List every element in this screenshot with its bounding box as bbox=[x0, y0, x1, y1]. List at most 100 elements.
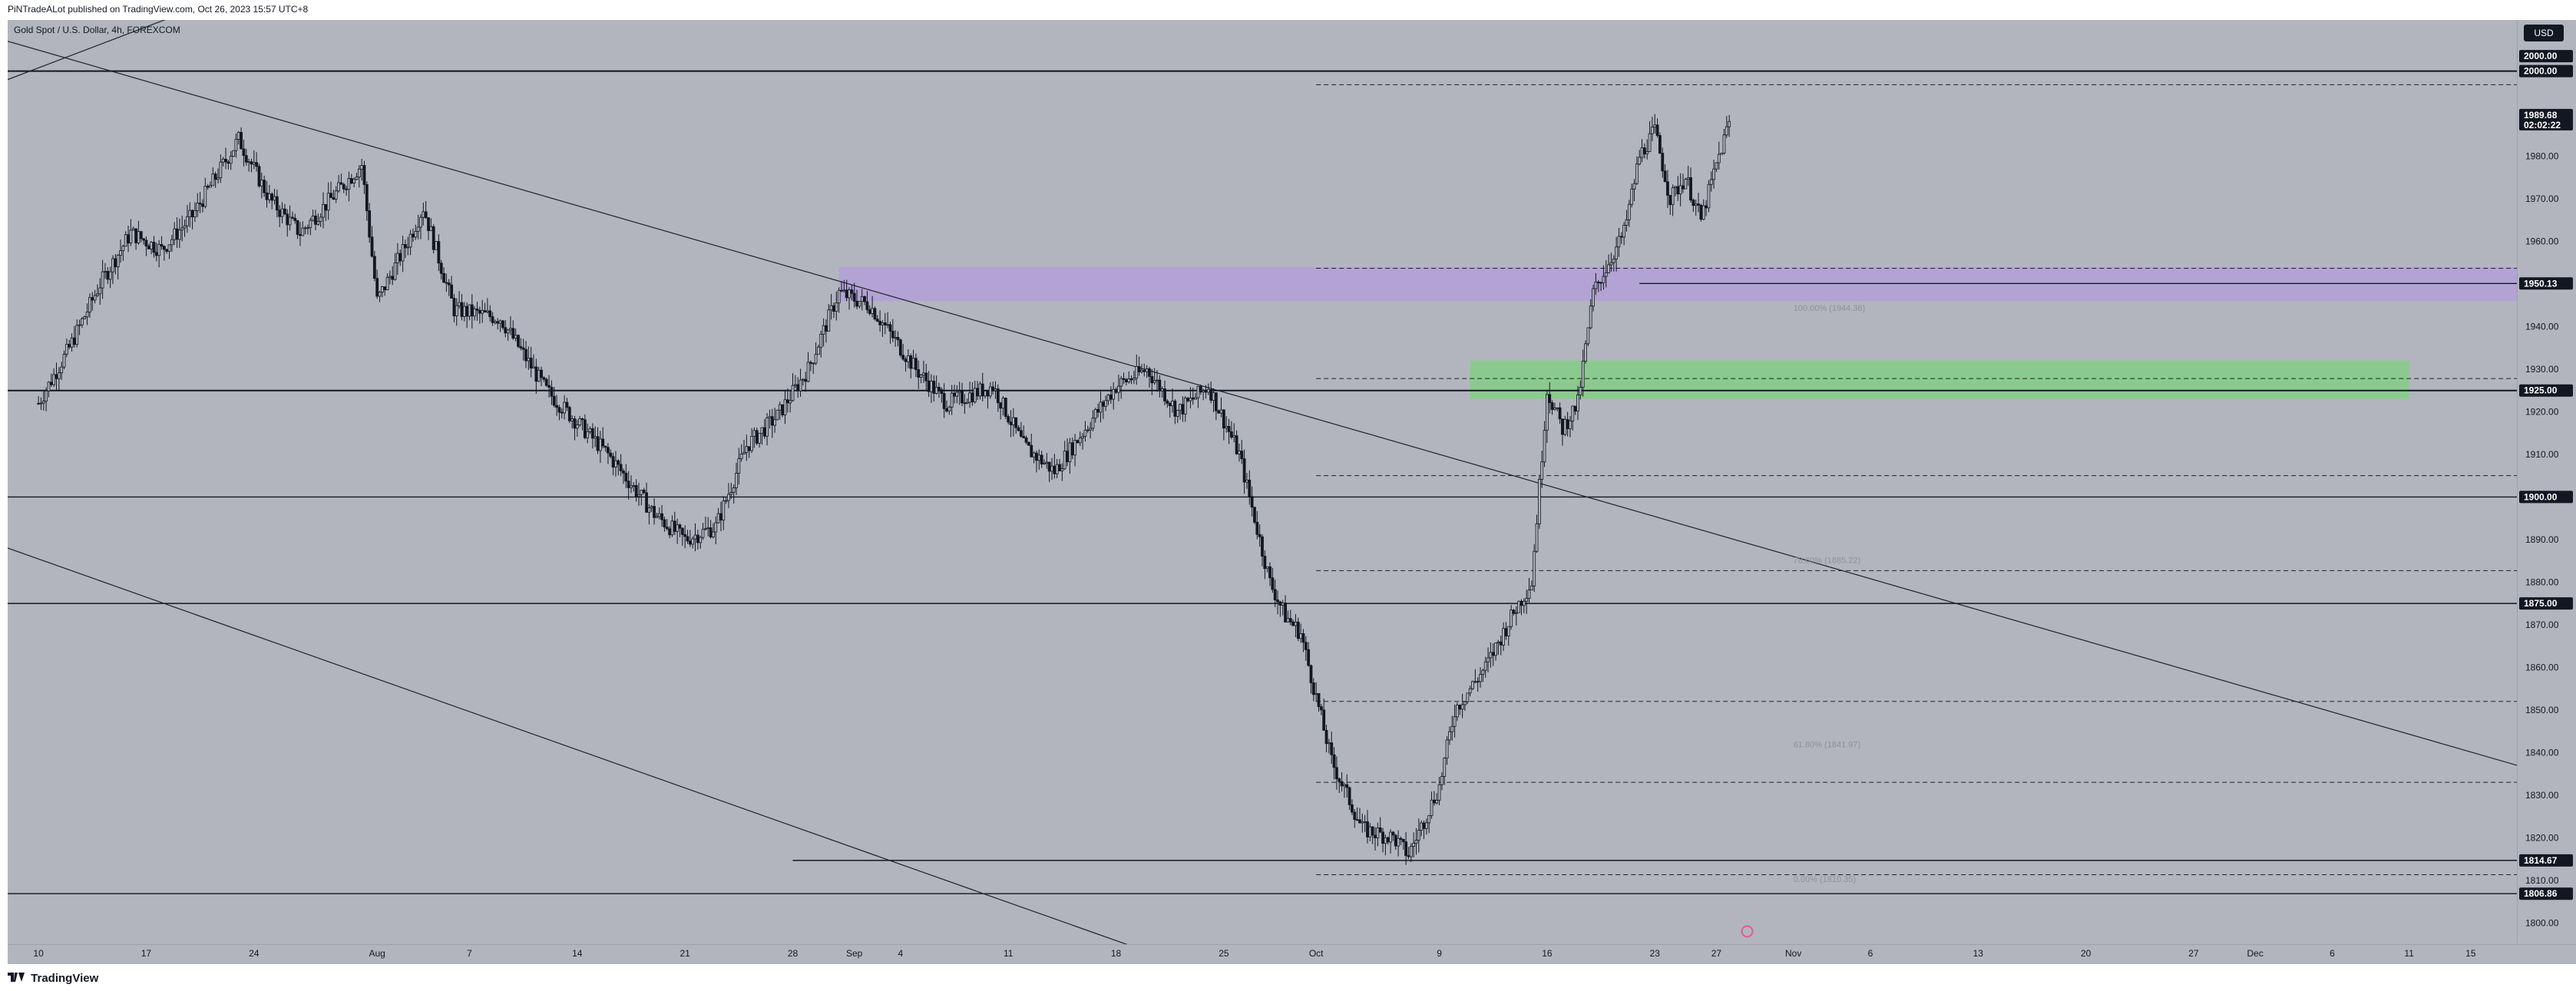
candlestick-chart[interactable]: 100.00% (1944.36) 78.60% (1885.22) 61.80% … bbox=[8, 20, 2517, 958]
candle-body bbox=[552, 395, 556, 406]
trend-line bbox=[8, 20, 166, 81]
candle-body bbox=[39, 402, 43, 405]
candle-body bbox=[104, 271, 107, 273]
price-tick-label: 1930.00 bbox=[2525, 364, 2559, 375]
candle-body bbox=[498, 320, 502, 324]
candle-body bbox=[655, 516, 659, 518]
candle-body bbox=[1024, 438, 1028, 443]
candle-body bbox=[301, 227, 305, 236]
candle-body bbox=[83, 316, 87, 319]
candle-body bbox=[219, 161, 223, 179]
candle-body bbox=[1709, 179, 1713, 185]
candle-body bbox=[1011, 417, 1015, 425]
candle-body bbox=[1604, 272, 1608, 277]
footer: TradingView bbox=[0, 964, 2576, 991]
candle-body bbox=[719, 513, 723, 520]
candle-body bbox=[809, 362, 812, 364]
candle-body bbox=[496, 321, 500, 324]
candle-body bbox=[1278, 601, 1282, 606]
candle-body bbox=[1083, 430, 1087, 437]
candle-body bbox=[1458, 705, 1462, 710]
candle-body bbox=[781, 404, 785, 416]
candle-body bbox=[894, 337, 898, 339]
candle-body bbox=[596, 436, 600, 451]
candle-body bbox=[1422, 822, 1426, 829]
price-axis[interactable]: 1800.00 1810.00 1820.00 1830.00 1840.00 1850.… bbox=[2517, 20, 2576, 964]
candle-body bbox=[224, 158, 227, 163]
candle-body bbox=[1412, 843, 1416, 847]
candle-body bbox=[601, 438, 605, 447]
candle-body bbox=[968, 392, 971, 403]
candle-body bbox=[1317, 693, 1321, 707]
candle-body bbox=[365, 184, 369, 212]
candle-body bbox=[550, 387, 554, 397]
candle-body bbox=[213, 173, 217, 180]
time-tick-label: 20 bbox=[2080, 948, 2092, 959]
candle-body bbox=[175, 228, 179, 240]
candle-body bbox=[1450, 725, 1454, 732]
candle-body bbox=[1701, 205, 1705, 220]
candle-body bbox=[819, 333, 823, 348]
time-axis[interactable]: 10 17 24 Aug 7 14 21 28 Sep 4 11 18 25 Oct 9 16 23 27 Nov 6… bbox=[8, 944, 2576, 964]
candle-body bbox=[1558, 407, 1562, 420]
candle-body bbox=[783, 399, 787, 416]
candle-body bbox=[190, 210, 194, 217]
candle-body bbox=[1263, 556, 1267, 570]
candle-body bbox=[1345, 784, 1349, 788]
candle-body bbox=[1443, 758, 1447, 777]
candle-body bbox=[150, 242, 154, 249]
candle-body bbox=[385, 276, 389, 290]
candle-body bbox=[1573, 405, 1577, 411]
candle-body bbox=[1691, 200, 1695, 206]
candle-body bbox=[1001, 398, 1005, 409]
candle-body bbox=[994, 388, 997, 391]
candle-body bbox=[291, 216, 294, 219]
candle-body bbox=[963, 402, 967, 405]
candle-body bbox=[232, 150, 235, 157]
candle-body bbox=[188, 210, 192, 217]
candle-body bbox=[1242, 458, 1246, 483]
chart-pane[interactable]: 100.00% (1944.36) 78.60% (1885.22) 61.80% … bbox=[8, 20, 2517, 964]
time-tick-label: 27 bbox=[1711, 948, 1722, 959]
candle-body bbox=[1632, 183, 1636, 190]
candle-body bbox=[1569, 420, 1572, 429]
price-tag-label: 2000.00 bbox=[2524, 51, 2558, 61]
candle-body bbox=[342, 183, 346, 190]
candle-body bbox=[1638, 157, 1642, 165]
candle-body bbox=[1527, 590, 1531, 600]
candle-body bbox=[922, 372, 925, 376]
price-tick-label: 1810.00 bbox=[2525, 875, 2559, 886]
candle-body bbox=[555, 405, 558, 408]
candle-body bbox=[475, 309, 479, 311]
candle-body bbox=[62, 354, 66, 368]
time-tick-label: Sep bbox=[846, 948, 863, 959]
candle-body bbox=[445, 282, 448, 284]
candle-body bbox=[773, 419, 777, 426]
tradingview-logo[interactable]: TradingView bbox=[8, 972, 98, 985]
candle-body bbox=[1353, 811, 1357, 820]
candle-body bbox=[955, 391, 959, 397]
price-tick-label: 1970.00 bbox=[2525, 193, 2559, 204]
candle-body bbox=[742, 452, 746, 455]
candle-body bbox=[270, 193, 274, 201]
candle-body bbox=[1176, 410, 1179, 417]
currency-button[interactable]: USD bbox=[2524, 25, 2564, 41]
price-tag-label: 1925.00 bbox=[2524, 385, 2558, 396]
candle-body bbox=[1106, 395, 1110, 401]
candle-body bbox=[355, 177, 359, 180]
candle-body bbox=[565, 401, 569, 408]
candle-body bbox=[676, 524, 680, 532]
candle-body bbox=[1448, 731, 1451, 741]
candle-body bbox=[1338, 778, 1341, 782]
candle-body bbox=[1715, 162, 1718, 170]
candle-body bbox=[1512, 609, 1516, 614]
candle-body bbox=[478, 309, 481, 314]
candle-body bbox=[863, 296, 866, 302]
green-zone bbox=[1470, 360, 2409, 399]
candle-body bbox=[712, 531, 715, 537]
candle-body bbox=[1122, 378, 1126, 380]
candle-body bbox=[827, 309, 831, 332]
candle-body bbox=[696, 534, 699, 543]
candle-body bbox=[1073, 440, 1076, 456]
candle-body bbox=[1728, 121, 1731, 127]
